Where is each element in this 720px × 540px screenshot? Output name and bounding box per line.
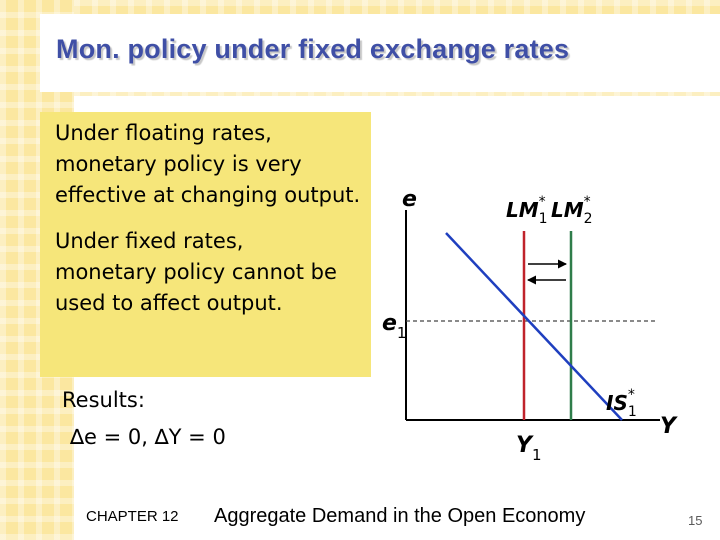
page-number: 15 [688, 513, 703, 528]
lm2-label: LM* 2 [551, 194, 593, 227]
rate-level-label: e1 [382, 311, 406, 342]
footer-subtitle: Aggregate Demand in the Open Economy [214, 505, 586, 527]
lm1-label: LM* 1 [506, 194, 548, 227]
is-label: IS* 1 [606, 387, 637, 420]
note-fixed-rates: Under fixed rates, monetary policy canno… [55, 229, 337, 315]
title-background [40, 14, 720, 92]
note-box [40, 112, 371, 377]
output-label: Y1 [516, 433, 541, 464]
is-curve [445, 232, 623, 421]
note-floating-rates: Under floating rates, monetary policy is… [55, 121, 361, 207]
slide-title: Mon. policy under fixed exchange rates [56, 34, 570, 64]
y-axis-label: e [402, 187, 417, 212]
x-axis-label: Y [660, 414, 678, 439]
results-equation: ∆e = 0, ∆Y = 0 [70, 425, 226, 449]
footer-chapter: CHAPTER 12 [86, 508, 179, 525]
results-label: Results: [62, 388, 145, 412]
